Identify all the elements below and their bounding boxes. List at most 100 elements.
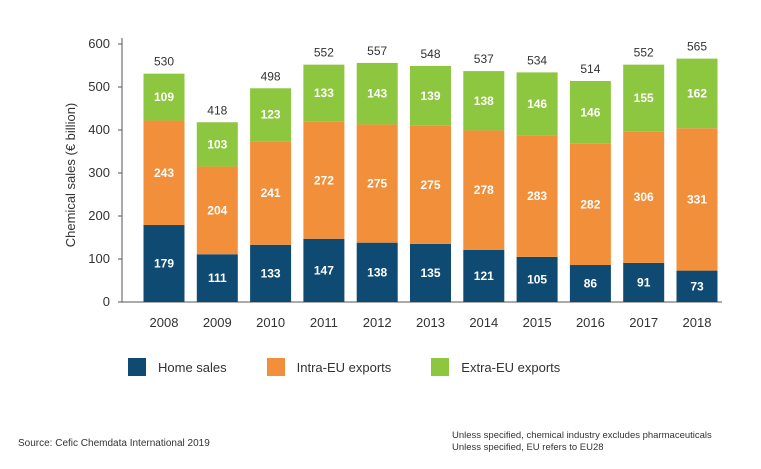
bar-segment-extra-eu-exports bbox=[410, 65, 451, 126]
legend: Home sales Intra-EU exports Extra-EU exp… bbox=[128, 358, 600, 376]
y-tick-label: 300 bbox=[88, 165, 110, 180]
bar-segment-home-sales bbox=[569, 265, 611, 302]
total-label: 552 bbox=[634, 46, 654, 60]
data-label: 278 bbox=[474, 183, 494, 197]
data-label: 272 bbox=[314, 173, 334, 187]
data-label: 138 bbox=[474, 94, 494, 108]
data-label: 147 bbox=[314, 263, 334, 277]
data-label: 133 bbox=[261, 266, 281, 280]
y-tick-label: 500 bbox=[88, 79, 110, 94]
data-label: 105 bbox=[527, 272, 547, 286]
y-tick-label: 600 bbox=[88, 36, 110, 51]
footnote-eu28: Unless specified, EU refers to EU28 bbox=[452, 442, 604, 453]
data-label: 121 bbox=[474, 269, 494, 283]
y-tick-label: 400 bbox=[88, 122, 110, 137]
legend-label-intra-eu-exports: Intra-EU exports bbox=[296, 359, 392, 375]
data-label: 133 bbox=[314, 86, 334, 100]
bar-segment-extra-eu-exports bbox=[303, 64, 345, 122]
bar-segment-intra-eu-exports bbox=[623, 131, 665, 263]
bar-segment-intra-eu-exports bbox=[303, 121, 345, 239]
x-tick-label: 2014 bbox=[469, 315, 498, 330]
bar-segment-extra-eu-exports bbox=[143, 73, 185, 121]
bar-segment-intra-eu-exports bbox=[250, 141, 292, 245]
data-label: 243 bbox=[154, 166, 174, 180]
bar-segment-home-sales bbox=[250, 244, 292, 302]
bar-segment-intra-eu-exports bbox=[569, 143, 611, 266]
bar-segment-home-sales bbox=[623, 262, 665, 302]
data-label: 146 bbox=[527, 97, 547, 111]
data-label: 103 bbox=[207, 137, 227, 151]
data-label: 155 bbox=[634, 91, 654, 105]
data-label: 86 bbox=[584, 277, 598, 291]
total-label: 537 bbox=[474, 52, 494, 66]
data-label: 138 bbox=[367, 265, 387, 279]
bar-segment-intra-eu-exports bbox=[516, 135, 558, 257]
bar-segment-extra-eu-exports bbox=[516, 72, 558, 136]
x-tick-label: 2011 bbox=[310, 315, 338, 330]
source-note: Source: Cefic Chemdata International 201… bbox=[18, 438, 210, 449]
bar-segment-intra-eu-exports bbox=[463, 130, 505, 250]
bar-segment-home-sales bbox=[143, 225, 185, 302]
bar-segment-extra-eu-exports bbox=[196, 122, 238, 167]
total-label: 530 bbox=[154, 55, 174, 69]
footnotes: Unless specified, chemical industry excl… bbox=[452, 430, 712, 454]
data-label: 283 bbox=[527, 189, 547, 203]
total-label: 552 bbox=[314, 46, 334, 60]
data-label: 275 bbox=[367, 177, 387, 191]
x-tick-label: 2010 bbox=[256, 315, 285, 330]
bar-segment-home-sales bbox=[463, 249, 505, 302]
total-label: 565 bbox=[687, 40, 707, 54]
y-tick-label: 200 bbox=[88, 208, 110, 223]
legend-item-intra-eu-exports: Intra-EU exports bbox=[266, 358, 392, 376]
legend-item-home-sales: Home sales bbox=[128, 358, 227, 376]
bar-segment-intra-eu-exports bbox=[676, 128, 718, 271]
data-label: 306 bbox=[634, 190, 654, 204]
data-label: 135 bbox=[420, 266, 440, 280]
data-label: 109 bbox=[154, 90, 174, 104]
x-tick-label: 2015 bbox=[523, 315, 552, 330]
bar-segment-extra-eu-exports bbox=[250, 88, 292, 142]
legend-swatch-home-sales bbox=[128, 358, 146, 376]
bar-segment-intra-eu-exports bbox=[143, 120, 185, 226]
x-tick-label: 2017 bbox=[629, 315, 658, 330]
bar-segment-home-sales bbox=[303, 238, 345, 302]
legend-item-extra-eu-exports: Extra-EU exports bbox=[431, 358, 560, 376]
bar-segment-home-sales bbox=[410, 243, 451, 302]
data-label: 73 bbox=[690, 279, 704, 293]
total-label: 534 bbox=[527, 53, 547, 67]
bar-segment-intra-eu-exports bbox=[356, 124, 398, 243]
bar-segment-extra-eu-exports bbox=[463, 71, 505, 131]
total-label: 498 bbox=[261, 69, 281, 83]
bar-segment-extra-eu-exports bbox=[676, 58, 718, 129]
data-label: 146 bbox=[580, 105, 600, 119]
bar-segment-extra-eu-exports bbox=[569, 80, 611, 144]
bar-segment-extra-eu-exports bbox=[623, 64, 665, 132]
y-axis-label: Chemical sales (€ billion) bbox=[63, 103, 78, 248]
data-label: 162 bbox=[687, 86, 707, 100]
x-tick-label: 2012 bbox=[363, 315, 392, 330]
legend-swatch-extra-eu-exports bbox=[431, 358, 450, 376]
total-label: 557 bbox=[367, 44, 387, 58]
legend-swatch-intra-eu-exports bbox=[266, 358, 285, 376]
total-label: 514 bbox=[580, 62, 600, 76]
legend-label-extra-eu-exports: Extra-EU exports bbox=[461, 359, 561, 375]
x-tick-label: 2009 bbox=[203, 315, 232, 330]
data-label: 143 bbox=[367, 87, 387, 101]
total-label: 418 bbox=[207, 103, 227, 117]
data-label: 204 bbox=[207, 203, 227, 217]
bar-segment-home-sales bbox=[676, 270, 718, 302]
data-label: 241 bbox=[261, 186, 281, 200]
data-label: 139 bbox=[420, 89, 440, 103]
y-tick-label: 0 bbox=[103, 294, 110, 309]
bar-segment-intra-eu-exports bbox=[196, 166, 238, 255]
bar-segment-extra-eu-exports bbox=[356, 62, 398, 125]
data-label: 123 bbox=[261, 108, 281, 122]
bar-segment-home-sales bbox=[356, 242, 398, 302]
bar-segment-home-sales bbox=[516, 256, 558, 302]
data-label: 282 bbox=[580, 197, 600, 211]
data-label: 275 bbox=[420, 178, 440, 192]
x-tick-label: 2013 bbox=[416, 315, 445, 330]
footnote-pharma: Unless specified, chemical industry excl… bbox=[452, 430, 712, 441]
legend-label-home-sales: Home sales bbox=[158, 359, 227, 375]
